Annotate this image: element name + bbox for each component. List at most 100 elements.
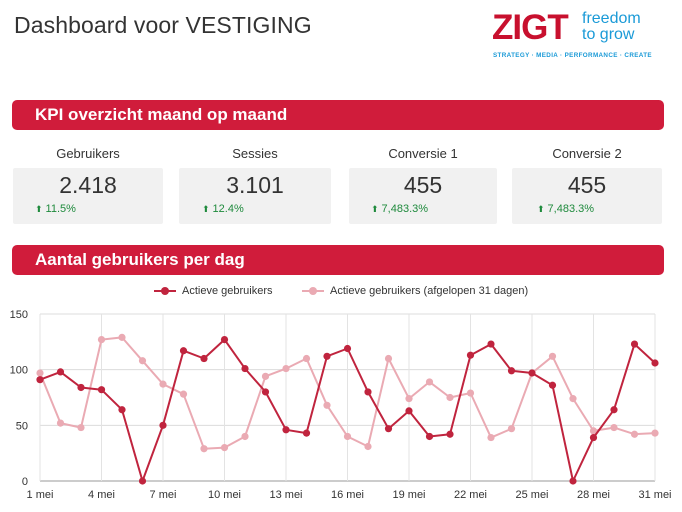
- arrow-up-icon: ⬆: [537, 204, 545, 214]
- kpi-delta: ⬆ 7,483.3%: [371, 203, 428, 215]
- kpi-box: 3.101 ⬆ 12.4%: [179, 168, 331, 224]
- series-point-1: [179, 390, 188, 398]
- series-point-0: [261, 388, 270, 396]
- series-point-0: [138, 477, 147, 485]
- series-point-1: [261, 372, 270, 380]
- series-point-1: [36, 369, 44, 377]
- series-point-1: [159, 380, 167, 388]
- kpi-box: 455 ⬆ 7,483.3%: [349, 168, 497, 224]
- series-point-0: [589, 433, 598, 442]
- series-point-1: [384, 354, 393, 363]
- x-tick-label: 28 mei: [577, 489, 610, 501]
- series-point-1: [241, 432, 249, 441]
- series-point-0: [200, 354, 208, 363]
- arrow-up-icon: ⬆: [35, 204, 43, 214]
- kpi-value: 455: [403, 172, 443, 198]
- series-point-1: [425, 378, 434, 386]
- series-point-1: [405, 395, 413, 403]
- series-point-0: [548, 381, 557, 389]
- series-point-0: [487, 340, 495, 348]
- series-point-0: [630, 340, 639, 348]
- series-point-1: [282, 364, 290, 373]
- kpi-delta-value: 12.4%: [212, 203, 244, 215]
- series-point-0: [466, 351, 475, 359]
- series-point-1: [302, 354, 311, 363]
- series-point-1: [651, 429, 659, 437]
- logo-slogan: freedom to grow: [582, 11, 641, 43]
- logo-slogan-line2: to grow: [582, 26, 635, 43]
- kpi-value: 2.418: [59, 172, 117, 198]
- series-point-1: [200, 445, 208, 453]
- series-point-0: [425, 432, 434, 441]
- series-point-0: [405, 407, 413, 415]
- series-point-0: [323, 352, 331, 360]
- kpi-label: Conversie 1: [388, 146, 458, 161]
- series-point-1: [589, 427, 598, 435]
- series-point-0: [528, 369, 536, 377]
- logo-brand: ZIGT: [492, 8, 569, 47]
- series-point-0: [77, 383, 85, 392]
- arrow-up-icon: ⬆: [202, 204, 210, 214]
- series-point-1: [220, 444, 229, 452]
- series-point-0: [446, 430, 454, 438]
- series-point-0: [343, 344, 352, 353]
- series-point-0: [364, 388, 372, 396]
- kpi-delta: ⬆ 12.4%: [202, 203, 244, 215]
- logo-slogan-line1: freedom: [582, 10, 641, 27]
- x-tick-label: 19 mei: [392, 489, 425, 501]
- kpi-delta-value: 11.5%: [45, 203, 76, 215]
- x-tick-label: 4 mei: [88, 489, 115, 501]
- chart-legend: Actieve gebruikers Actieve gebruikers (a…: [0, 283, 682, 299]
- y-tick-label: 50: [16, 420, 28, 432]
- series-point-1: [364, 442, 372, 451]
- series-point-0: [241, 364, 249, 373]
- series-point-0: [97, 386, 106, 394]
- legend-label: Actieve gebruikers (afgelopen 31 dagen): [330, 285, 529, 297]
- kpi-label: Gebruikers: [56, 146, 120, 161]
- kpi-label: Conversie 2: [552, 146, 622, 161]
- series-point-0: [220, 336, 229, 344]
- series-point-1: [466, 389, 475, 397]
- series-point-1: [446, 393, 454, 402]
- kpi-delta: ⬆ 7,483.3%: [537, 203, 594, 215]
- x-tick-label: 31 mei: [638, 489, 671, 501]
- series-point-0: [610, 406, 618, 414]
- series-point-0: [569, 477, 577, 485]
- series-point-0: [36, 376, 44, 384]
- x-tick-label: 13 mei: [269, 489, 302, 501]
- y-tick-label: 0: [22, 476, 28, 488]
- y-tick-label: 150: [10, 309, 28, 321]
- brand-logo: ZIGT freedom to grow STRATEGY · MEDIA · …: [492, 8, 670, 64]
- series-point-0: [282, 426, 290, 434]
- legend-swatch-current: [154, 287, 176, 295]
- y-tick-label: 100: [10, 365, 28, 377]
- series-point-0: [179, 347, 188, 355]
- series-point-0: [159, 421, 167, 429]
- kpi-delta-value: 7,483.3%: [381, 203, 429, 215]
- x-tick-label: 7 mei: [150, 489, 177, 501]
- kpi-box: 455 ⬆ 7,483.3%: [512, 168, 662, 224]
- legend-label: Actieve gebruikers: [182, 285, 273, 297]
- series-point-1: [118, 333, 126, 341]
- page-title: Dashboard voor VESTIGING: [14, 12, 312, 38]
- x-tick-label: 16 mei: [331, 489, 364, 501]
- series-point-1: [487, 433, 495, 442]
- kpi-delta: ⬆ 11.5%: [35, 203, 76, 215]
- x-tick-label: 25 mei: [515, 489, 548, 501]
- users-per-day-chart: 0 50 100 150 1 mei 4 mei 7 mei 10 mei 13 mei 16 m…: [10, 309, 672, 501]
- kpi-box: 2.418 ⬆ 11.5%: [13, 168, 163, 224]
- series-point-1: [569, 395, 577, 403]
- series-point-1: [97, 336, 106, 344]
- arrow-up-icon: ⬆: [371, 204, 379, 214]
- series-point-1: [343, 432, 352, 441]
- series-point-0: [651, 359, 659, 367]
- series-point-1: [610, 423, 618, 432]
- series-point-0: [118, 406, 126, 414]
- kpi-label: Sessies: [232, 146, 278, 161]
- series-point-0: [302, 429, 311, 437]
- series-point-0: [384, 425, 393, 433]
- legend-swatch-previous: [302, 287, 324, 295]
- x-tick-label: 10 mei: [208, 489, 241, 501]
- series-point-1: [548, 352, 557, 360]
- series-point-0: [507, 367, 516, 375]
